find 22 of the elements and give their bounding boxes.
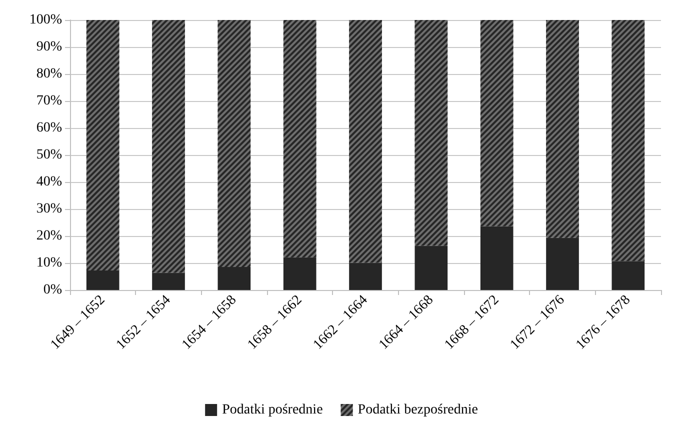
y-tick-label: 20% [36, 228, 62, 244]
legend-label: Podatki bezpośrednie [358, 402, 478, 418]
bar [414, 246, 448, 290]
bar [283, 257, 316, 290]
y-tick-label: 80% [36, 66, 62, 82]
y-tick-label: 70% [36, 94, 62, 108]
y-tick-label: 40% [36, 174, 62, 190]
bar [152, 272, 185, 290]
y-tick-label: 90% [36, 40, 62, 54]
y-tick-label: 0% [43, 282, 62, 298]
y-tick-label: 100% [29, 12, 62, 28]
y-tick-label: 10% [36, 256, 62, 270]
legend-label: Podatki pośrednie [222, 402, 323, 418]
y-tick-label: 60% [36, 120, 62, 136]
y-tick-label: 30% [36, 202, 62, 216]
bar [86, 270, 120, 290]
y-tick-label: 50% [36, 148, 62, 162]
bar [218, 267, 251, 290]
bar [480, 226, 514, 290]
bar [349, 262, 382, 290]
bar [612, 261, 645, 290]
bar [546, 238, 579, 290]
